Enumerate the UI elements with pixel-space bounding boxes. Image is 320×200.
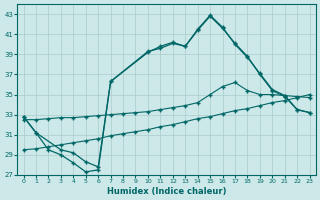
X-axis label: Humidex (Indice chaleur): Humidex (Indice chaleur) [107,187,226,196]
